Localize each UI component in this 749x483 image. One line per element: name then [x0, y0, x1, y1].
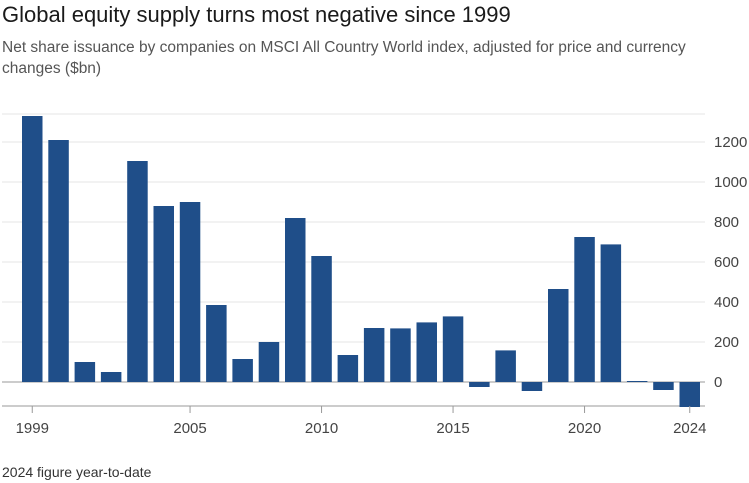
bar-2006 [206, 305, 227, 382]
bar-2015 [442, 316, 464, 382]
bar-2000 [48, 140, 69, 382]
x-tick-label: 2024 [673, 420, 706, 437]
y-tick-label: 200 [714, 334, 739, 351]
bar-2001 [74, 362, 96, 382]
bar-2017 [495, 350, 516, 382]
bar-2012 [363, 328, 385, 382]
bar-2009 [285, 218, 306, 382]
y-tick-label: 400 [714, 294, 739, 311]
y-tick-label: 800 [714, 214, 739, 231]
bar-2020 [574, 237, 595, 382]
bar-2004 [153, 206, 174, 382]
bar-2024 [679, 382, 700, 407]
bar-1999 [22, 116, 43, 382]
bar-2022 [626, 381, 648, 382]
bar-2011 [337, 355, 359, 382]
x-tick-label: 2015 [436, 420, 469, 437]
y-tick-label: 1000 [714, 174, 747, 191]
chart-title: Global equity supply turns most negative… [2, 2, 511, 27]
bar-2005 [179, 202, 201, 382]
bar-2018 [521, 382, 543, 391]
chart-subtitle: Net share issuance by companies on MSCI … [2, 39, 686, 77]
bar-2003 [127, 161, 148, 382]
bar-2021 [600, 244, 622, 382]
bar-2010 [311, 256, 332, 382]
bar-2019 [548, 289, 569, 382]
x-tick-label: 2010 [305, 420, 338, 437]
bar-2013 [390, 328, 411, 382]
x-tick-label: 2020 [568, 420, 601, 437]
bar-2023 [653, 382, 674, 390]
bar-2014 [416, 322, 437, 382]
bar-2008 [258, 342, 280, 382]
y-tick-label: 600 [714, 254, 739, 271]
x-tick-label: 2005 [173, 420, 206, 437]
bar-2002 [100, 372, 122, 382]
y-tick-label: 0 [714, 374, 722, 391]
bar-2007 [232, 359, 253, 382]
chart-footnote: 2024 figure year-to-date [2, 464, 152, 480]
bar-2016 [469, 382, 490, 387]
y-tick-label: 1200 [714, 134, 747, 151]
x-tick-label: 1999 [16, 420, 49, 437]
